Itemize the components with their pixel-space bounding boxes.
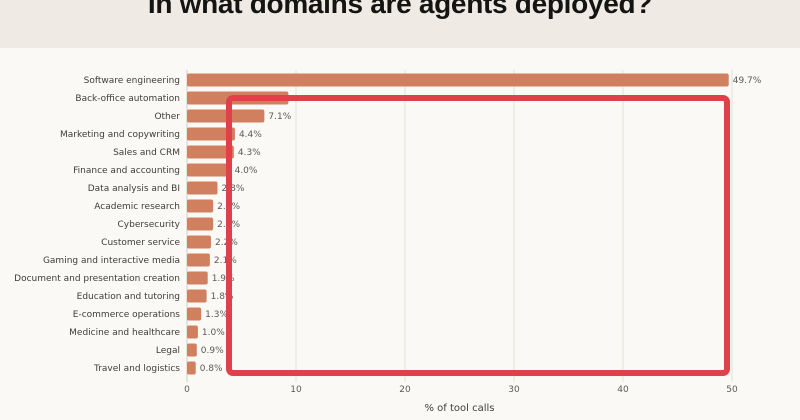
x-axis-label: % of tool calls	[424, 403, 495, 414]
bar	[187, 217, 214, 231]
category-label: Data analysis and BI	[88, 184, 180, 194]
bar	[187, 343, 197, 357]
bar	[187, 253, 210, 267]
category-label: Software engineering	[84, 76, 180, 86]
bar	[187, 235, 211, 249]
x-tick-label: 20	[399, 385, 411, 395]
category-label: Education and tutoring	[77, 292, 180, 302]
data-label: 49.7%	[733, 76, 762, 86]
bar	[187, 325, 198, 339]
x-tick-label: 10	[290, 385, 302, 395]
bar	[187, 361, 196, 375]
category-label: Back-office automation	[75, 94, 180, 104]
chart-title: In what domains are agents deployed?	[147, 0, 653, 19]
data-label: 1.8%	[211, 292, 234, 302]
bar	[187, 181, 218, 195]
bar	[187, 127, 235, 141]
bar	[187, 289, 207, 303]
bar	[187, 163, 231, 177]
x-tick-label: 30	[508, 385, 520, 395]
x-tick-label: 40	[617, 385, 629, 395]
data-label: 0.8%	[200, 364, 223, 374]
bar	[187, 199, 214, 213]
category-label: E-commerce operations	[73, 310, 181, 320]
category-label: Legal	[156, 346, 180, 356]
category-label: Other	[154, 112, 180, 122]
data-label: 2.1%	[214, 256, 237, 266]
bar	[187, 145, 234, 159]
category-label: Cybersecurity	[118, 220, 181, 230]
category-label: Customer service	[101, 238, 180, 248]
category-label: Finance and accounting	[73, 166, 180, 176]
category-label: Document and presentation creation	[14, 274, 180, 284]
x-tick-label: 0	[184, 385, 190, 395]
data-label: 1.3%	[205, 310, 228, 320]
highlight-box	[226, 95, 730, 376]
header-band: In what domains are agents deployed?	[0, 0, 800, 48]
category-label: Marketing and copywriting	[60, 130, 180, 140]
category-label: Academic research	[94, 202, 180, 212]
data-label: 0.9%	[201, 346, 224, 356]
data-label: 1.9%	[212, 274, 235, 284]
category-label: Travel and logistics	[93, 364, 180, 374]
data-label: 4.0%	[235, 166, 258, 176]
bar	[187, 73, 729, 87]
category-label: Medicine and healthcare	[69, 328, 180, 338]
x-tick-label: 50	[726, 385, 738, 395]
data-label: 4.4%	[239, 130, 262, 140]
bar	[187, 109, 265, 123]
data-label: 7.1%	[268, 112, 291, 122]
category-label: Sales and CRM	[113, 148, 180, 158]
bar	[187, 271, 208, 285]
data-label: 4.3%	[238, 148, 261, 158]
category-label: Gaming and interactive media	[43, 256, 180, 266]
data-label: 1.0%	[202, 328, 225, 338]
data-label: 2.8%	[222, 184, 245, 194]
bar	[187, 307, 202, 321]
